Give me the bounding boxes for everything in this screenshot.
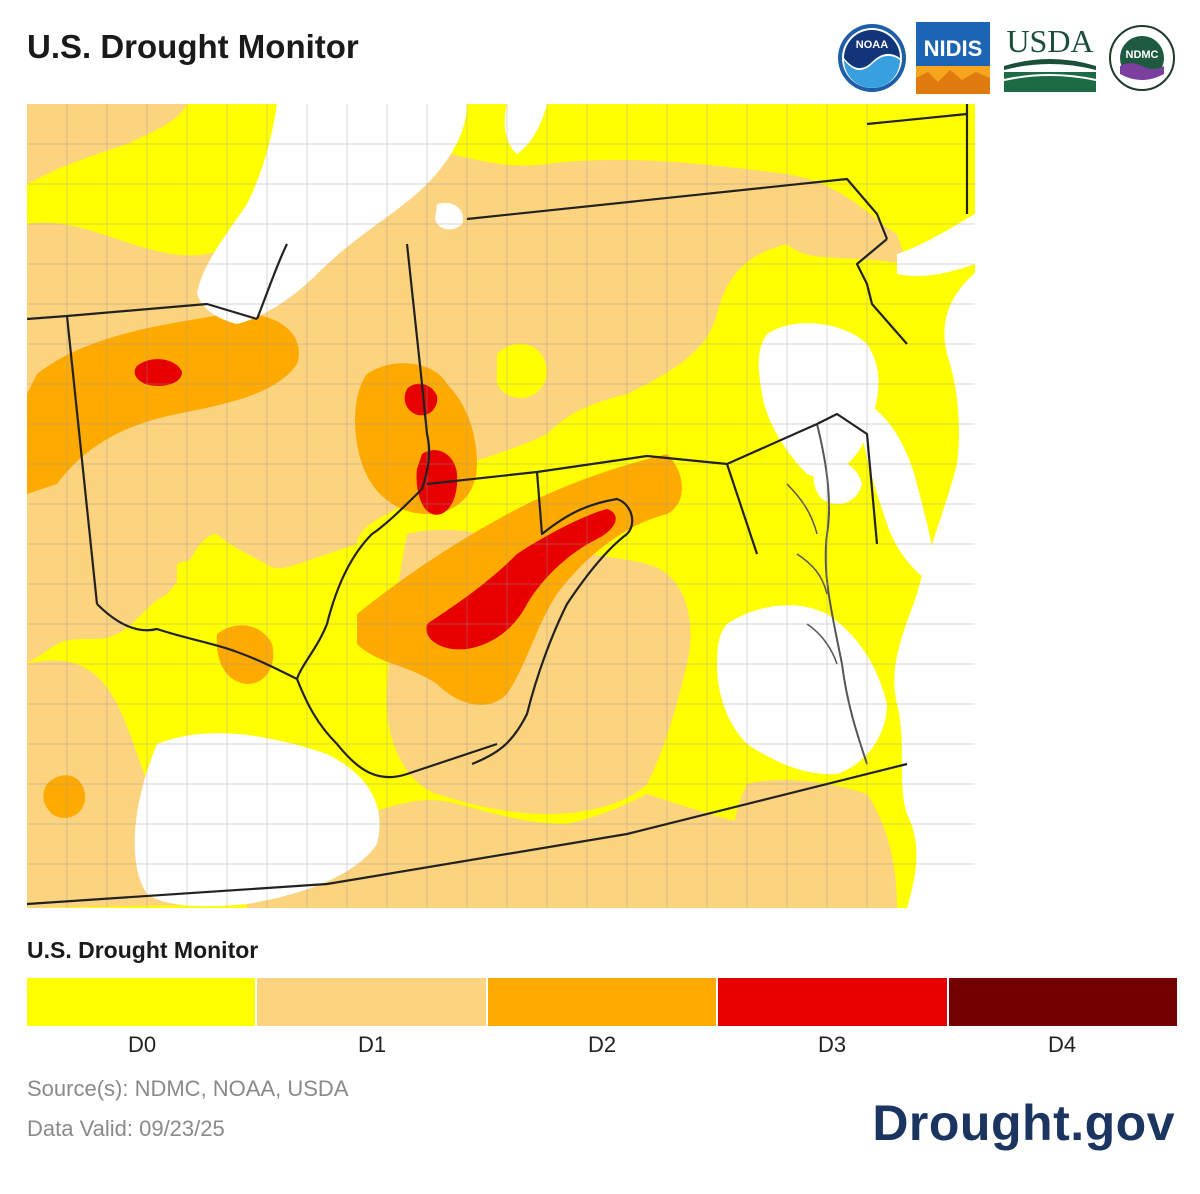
noaa-logo-text: NOAA — [856, 39, 888, 51]
ndmc-logo-text: NDMC — [1126, 49, 1159, 61]
page-title: U.S. Drought Monitor — [27, 28, 359, 65]
source-text: Source(s): NDMC, NOAA, USDA — [27, 1076, 349, 1101]
agency-logos: NOAA NIDIS USDA NDMC — [836, 22, 1176, 94]
noaa-logo: NOAA — [838, 24, 906, 92]
drought-map — [27, 104, 975, 908]
legend-swatch-d0 — [27, 978, 258, 1026]
nidis-logo: NIDIS — [916, 22, 990, 94]
legend-label-d1: D1 — [357, 1032, 387, 1057]
legend-labels: D0 D1 D2 D3 D4 — [27, 1032, 1177, 1058]
legend-bar — [27, 978, 1178, 1028]
nidis-logo-text: NIDIS — [924, 36, 983, 61]
drought-gov-brand: Drought.gov — [872, 1095, 1175, 1151]
legend-label-d0: D0 — [127, 1032, 157, 1057]
ndmc-logo: NDMC — [1109, 25, 1175, 91]
legend-swatch-d1 — [257, 978, 488, 1026]
legend-title: U.S. Drought Monitor — [27, 937, 259, 963]
usda-logo-text: USDA — [1006, 23, 1093, 59]
legend-swatch-d4 — [948, 978, 1178, 1026]
legend-label-d4: D4 — [1047, 1032, 1077, 1057]
legend-swatch-d2 — [487, 978, 719, 1026]
legend-label-d3: D3 — [817, 1032, 847, 1057]
legend-swatch-d3 — [718, 978, 949, 1026]
legend-label-d2: D2 — [587, 1032, 617, 1057]
data-valid-text: Data Valid: 09/23/25 — [27, 1116, 225, 1141]
usda-logo: USDA — [1003, 23, 1097, 92]
